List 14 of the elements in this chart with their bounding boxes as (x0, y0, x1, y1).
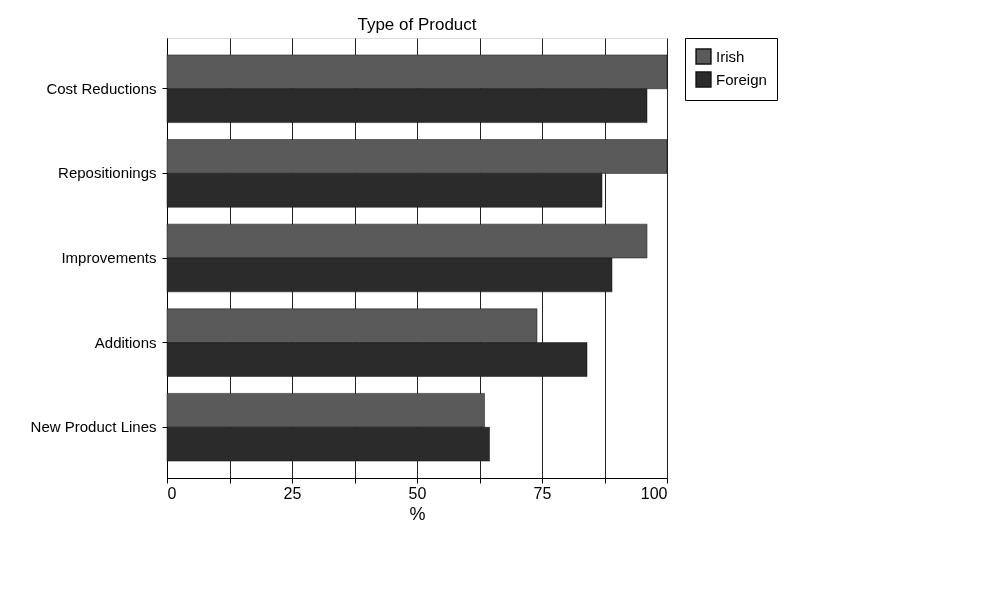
y-tick-label: Cost Reductions (46, 79, 157, 97)
x-tick-label: 0 (167, 484, 177, 502)
legend-label: Foreign (716, 70, 767, 88)
y-tick-label: Improvements (61, 249, 157, 266)
x-tick-label: 25 (283, 484, 302, 502)
y-tick-label: New Product Lines (30, 418, 157, 436)
x-tick-label: 50 (408, 484, 427, 502)
y-tick-label: Repositionings (58, 164, 157, 182)
x-axis-title: % (409, 503, 426, 524)
chart-title: Type of Product (357, 14, 477, 34)
legend-label: Irish (716, 47, 745, 65)
x-tick-label: 100 (640, 484, 668, 502)
x-tick-label: 75 (533, 484, 552, 502)
y-tick-label: Additions (94, 333, 157, 351)
